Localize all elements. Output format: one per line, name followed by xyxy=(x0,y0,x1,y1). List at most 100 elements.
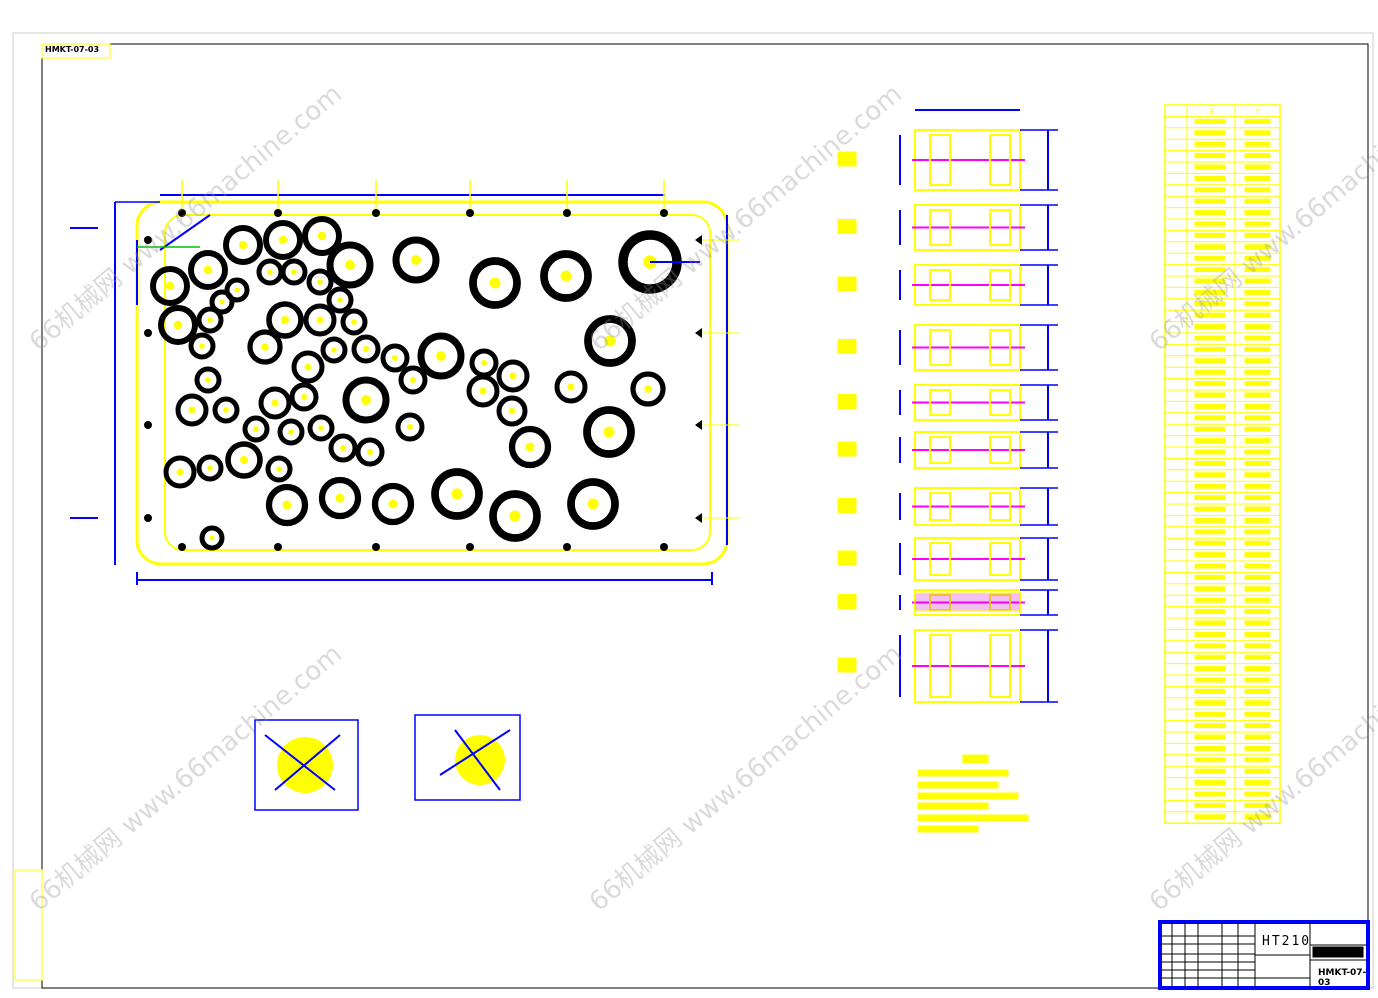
hole-circle xyxy=(431,468,483,520)
hole-center xyxy=(173,320,183,330)
hole-circle xyxy=(196,454,224,482)
hole-center xyxy=(207,465,213,471)
detail-line xyxy=(274,734,341,791)
hole-center xyxy=(481,360,487,366)
table-cell-x xyxy=(1194,278,1226,284)
table-cell-x xyxy=(1194,175,1226,181)
table-cell-x xyxy=(1194,552,1226,558)
hole-circle xyxy=(265,455,293,483)
hole-circle xyxy=(258,386,292,420)
hole-center xyxy=(318,425,324,431)
bolt-hole xyxy=(274,209,282,217)
hole-center xyxy=(340,445,346,451)
table-cell-y xyxy=(1244,654,1271,660)
section-bore xyxy=(929,436,951,464)
section-bore xyxy=(989,329,1011,366)
table-cell-y xyxy=(1244,403,1271,409)
table-cell-y xyxy=(1244,324,1271,330)
table-cell-y xyxy=(1244,574,1271,580)
detail-line xyxy=(264,734,336,791)
hole-circle xyxy=(158,305,198,345)
table-cell-y xyxy=(1244,358,1271,364)
table-cell-y xyxy=(1244,734,1271,740)
table-cell-x xyxy=(1194,232,1226,238)
tech-requirement-title xyxy=(962,754,989,764)
table-cell-x xyxy=(1194,289,1226,295)
hole-center xyxy=(281,316,289,324)
material-label: HT210 xyxy=(1262,934,1312,949)
table-cell-x xyxy=(1194,723,1226,729)
table-cell-x xyxy=(1194,586,1226,592)
table-cell-x xyxy=(1194,130,1226,136)
section-label xyxy=(837,441,857,457)
bolt-hole xyxy=(144,329,152,337)
table-cell-y xyxy=(1244,301,1271,307)
hole-center xyxy=(223,407,229,413)
table-cell-y xyxy=(1244,438,1271,444)
table-cell-x xyxy=(1194,677,1226,683)
table-cell-y xyxy=(1244,597,1271,603)
hole-center xyxy=(436,351,446,361)
hole-circle xyxy=(196,306,224,334)
hole-center xyxy=(238,240,248,250)
table-cell-y xyxy=(1244,130,1271,136)
frame-border xyxy=(41,43,1369,989)
section-label xyxy=(837,219,857,234)
table-cell-y xyxy=(1244,278,1271,284)
table-cell-x xyxy=(1194,324,1226,330)
table-cell-x xyxy=(1194,506,1226,512)
table-cell-x xyxy=(1194,597,1226,603)
table-cell-y xyxy=(1244,495,1271,501)
table-cell-y xyxy=(1244,780,1271,786)
hole-center xyxy=(176,468,184,476)
hole-circle xyxy=(242,415,270,443)
table-cell-x xyxy=(1194,118,1226,124)
table-cell-y xyxy=(1244,312,1271,318)
table-cell-x xyxy=(1194,483,1226,489)
table-cell-y xyxy=(1244,711,1271,717)
hole-center xyxy=(282,500,292,510)
table-cell-y xyxy=(1244,141,1271,147)
hole-center xyxy=(253,426,259,432)
table-cell-x xyxy=(1194,244,1226,250)
table-cell-x xyxy=(1194,780,1226,786)
hole-center xyxy=(567,383,575,391)
table-cell-y xyxy=(1244,768,1271,774)
hole-circle xyxy=(466,374,500,408)
section-bore xyxy=(929,269,951,301)
hole-circle xyxy=(630,371,666,407)
table-cell-y xyxy=(1244,506,1271,512)
bolt-hole xyxy=(660,543,668,551)
table-cell-x xyxy=(1194,426,1226,432)
hole-center xyxy=(288,429,294,435)
hole-circle xyxy=(225,441,263,479)
table-cell-y xyxy=(1244,415,1271,421)
section-bore xyxy=(989,634,1011,698)
hole-circle xyxy=(395,412,425,442)
section-label xyxy=(837,657,857,673)
table-cell-x xyxy=(1194,757,1226,763)
table-cell-x xyxy=(1194,449,1226,455)
hole-circle xyxy=(567,478,619,530)
hole-circle xyxy=(306,268,334,296)
table-cell-y xyxy=(1244,688,1271,694)
hole-center xyxy=(267,269,273,275)
section-bore xyxy=(989,209,1011,246)
hole-center xyxy=(271,399,279,407)
table-cell-y xyxy=(1244,802,1271,808)
hole-center xyxy=(351,319,357,325)
hole-circle xyxy=(398,365,428,395)
table-cell-y xyxy=(1244,631,1271,637)
hole-circle xyxy=(496,395,528,427)
hole-circle xyxy=(392,236,440,284)
hole-circle xyxy=(554,370,588,404)
table-cell-x xyxy=(1194,700,1226,706)
drawing-number-box xyxy=(41,43,111,59)
hole-center xyxy=(345,260,355,270)
table-cell-y xyxy=(1244,426,1271,432)
table-cell-y xyxy=(1244,586,1271,592)
table-cell-y xyxy=(1244,449,1271,455)
detail-line xyxy=(439,729,511,776)
title-block xyxy=(1158,920,1370,990)
hole-circle xyxy=(199,525,225,551)
